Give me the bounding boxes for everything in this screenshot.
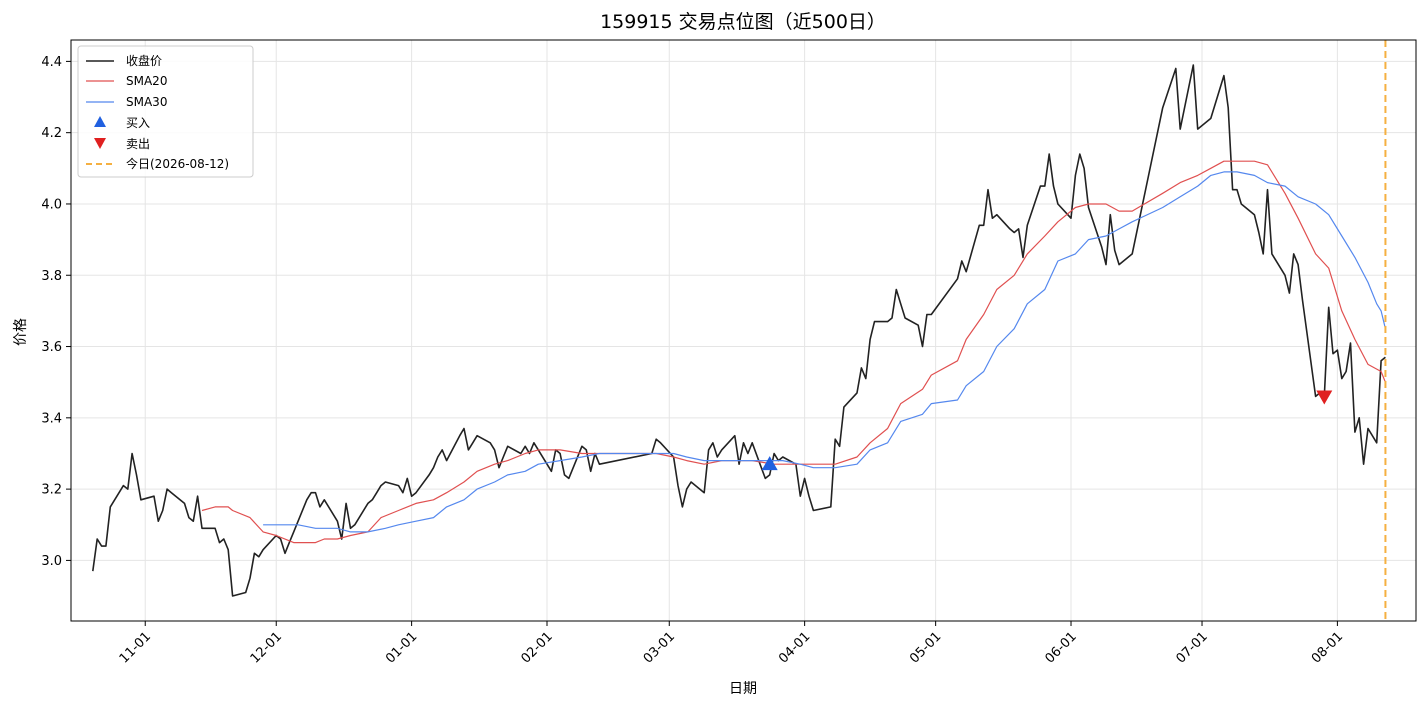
y-tick-label: 4.4 (41, 55, 62, 70)
y-tick-label: 3.8 (41, 269, 62, 284)
x-tick-label: 02-01 (518, 629, 555, 666)
legend-sma30-label: SMA30 (126, 95, 167, 109)
x-tick-label: 07-01 (1174, 629, 1211, 666)
x-tick-label: 05-01 (907, 629, 944, 666)
legend-box (77, 45, 254, 178)
legend-buy-marker (94, 116, 106, 127)
markers (761, 40, 1387, 621)
x-tick-label: 06-01 (1043, 629, 1080, 666)
x-axis-label: 日期 (729, 681, 757, 697)
x-tick-label: 03-01 (641, 629, 678, 666)
legend-sma20-label: SMA20 (126, 74, 167, 88)
x-axis: 11-01 12-01 01-01 02-01 03-01 04-01 05-01 06-01… (117, 621, 1346, 667)
y-axis: 3.0 3.2 3.4 3.6 3.8 4.0 4.2 4.4 (41, 55, 71, 569)
legend-sell-label: 卖出 (126, 137, 150, 151)
sma20-line (201, 160, 1386, 544)
legend-today-label: 今日(2026-08-12) (126, 156, 229, 171)
y-tick-label: 4.0 (41, 197, 62, 212)
sell-marker (1316, 390, 1333, 405)
chart-title: 159915 交易点位图（近500日） (600, 11, 886, 33)
sma30-line (263, 171, 1386, 533)
y-tick-label: 3.2 (41, 483, 62, 498)
y-tick-label: 4.2 (41, 126, 62, 141)
grid (71, 40, 1416, 621)
legend-sell-marker (94, 138, 106, 149)
x-tick-label: 01-01 (383, 629, 420, 666)
close-price-line (92, 64, 1386, 597)
buy-marker (761, 456, 778, 471)
legend-buy-label: 买入 (126, 116, 150, 130)
y-tick-label: 3.4 (41, 411, 62, 426)
series-layer (92, 64, 1386, 597)
y-tick-label: 3.0 (41, 554, 62, 569)
legend-close-label: 收盘价 (126, 53, 162, 68)
plot-frame (70, 39, 1417, 622)
x-tick-label: 11-01 (117, 629, 154, 666)
x-tick-label: 12-01 (248, 629, 285, 666)
y-axis-label: 价格 (13, 318, 29, 346)
y-tick-label: 3.6 (41, 340, 62, 355)
legend: 收盘价 SMA20 SMA30 买入 卖出 今日(2026-08-12) (77, 45, 254, 178)
x-tick-label: 08-01 (1309, 629, 1346, 666)
x-tick-label: 04-01 (776, 629, 813, 666)
